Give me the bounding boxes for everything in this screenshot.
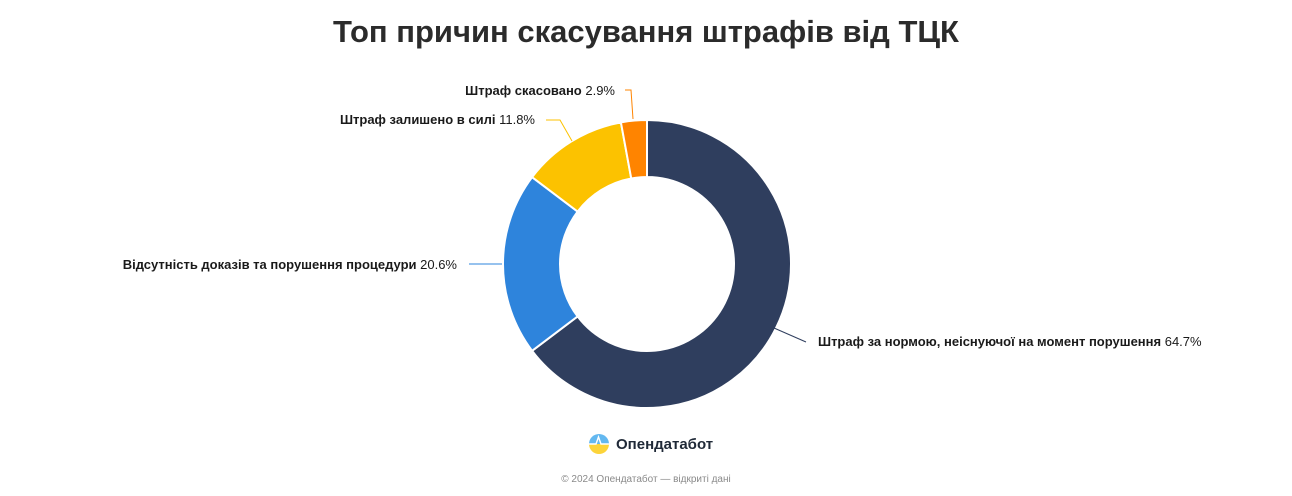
leader-line-4 (625, 89, 634, 120)
data-label-value: 20.6% (420, 257, 457, 272)
leader-line-1 (773, 327, 807, 343)
data-label-name: Штраф залишено в силі (340, 112, 499, 127)
data-label-value: 11.8% (499, 112, 535, 127)
chart-title: Топ причин скасування штрафів від ТЦК (333, 14, 959, 49)
brand-name: Опендатабот (616, 435, 714, 453)
data-label-2: Відсутність доказів та порушення процеду… (123, 257, 458, 272)
data-label-name: Відсутність доказів та порушення процеду… (123, 257, 420, 272)
data-label-4: Штраф скасовано 2.9% (465, 83, 615, 98)
data-label-3: Штраф залишено в силі 11.8% (340, 112, 535, 127)
opendatabot-logo-icon (589, 434, 609, 454)
footer-copyright: © 2024 Опендатабот — відкриті дані (561, 474, 731, 485)
donut-slice-4 (619, 119, 648, 180)
leader-line-3 (546, 119, 573, 142)
donut-slice-1 (531, 119, 792, 409)
data-label-name: Штраф скасовано (465, 83, 585, 98)
data-label-name: Штраф за нормою, неіснуючої на момент по… (818, 334, 1165, 349)
data-label-value: 64.7% (1165, 334, 1202, 349)
data-label-1: Штраф за нормою, неіснуючої на момент по… (818, 334, 1202, 349)
brand: Опендатабот (588, 432, 713, 456)
data-label-value: 2.9% (585, 83, 615, 98)
